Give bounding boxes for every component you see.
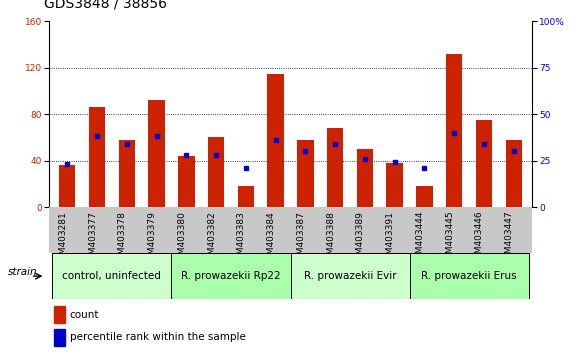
Bar bbox=[89, 107, 105, 207]
Text: GSM403378: GSM403378 bbox=[118, 211, 127, 266]
Bar bbox=[54, 306, 65, 323]
Text: GSM403444: GSM403444 bbox=[415, 211, 425, 265]
Bar bbox=[178, 156, 195, 207]
Text: GSM403383: GSM403383 bbox=[237, 211, 246, 266]
Text: GSM403388: GSM403388 bbox=[326, 211, 335, 266]
Bar bbox=[290, 253, 410, 299]
Text: GSM403447: GSM403447 bbox=[505, 211, 514, 266]
Text: count: count bbox=[70, 310, 99, 320]
Bar bbox=[267, 74, 284, 207]
Text: GSM403377: GSM403377 bbox=[88, 211, 97, 266]
Text: R. prowazekii Erus: R. prowazekii Erus bbox=[421, 271, 517, 281]
Text: GSM403391: GSM403391 bbox=[386, 211, 394, 266]
Text: GSM403389: GSM403389 bbox=[356, 211, 365, 266]
Text: GDS3848 / 38856: GDS3848 / 38856 bbox=[44, 0, 167, 11]
Bar bbox=[119, 140, 135, 207]
Text: GSM403382: GSM403382 bbox=[207, 211, 216, 266]
Bar bbox=[416, 186, 433, 207]
Text: GSM403379: GSM403379 bbox=[148, 211, 156, 266]
Bar bbox=[59, 165, 76, 207]
Bar bbox=[208, 137, 224, 207]
Bar bbox=[476, 120, 492, 207]
Text: GSM403446: GSM403446 bbox=[475, 211, 484, 266]
Text: GSM403380: GSM403380 bbox=[177, 211, 187, 266]
Text: percentile rank within the sample: percentile rank within the sample bbox=[70, 332, 246, 342]
Bar bbox=[410, 253, 529, 299]
Bar bbox=[54, 329, 65, 346]
Bar bbox=[327, 128, 343, 207]
Text: GSM403384: GSM403384 bbox=[267, 211, 275, 266]
Text: GSM403387: GSM403387 bbox=[296, 211, 306, 266]
Text: GSM403445: GSM403445 bbox=[445, 211, 454, 266]
Bar bbox=[357, 149, 373, 207]
Bar bbox=[148, 100, 165, 207]
Text: R. prowazekii Rp22: R. prowazekii Rp22 bbox=[181, 271, 281, 281]
Text: strain: strain bbox=[8, 267, 37, 278]
Text: R. prowazekii Evir: R. prowazekii Evir bbox=[304, 271, 396, 281]
Bar bbox=[238, 186, 254, 207]
Text: GSM403281: GSM403281 bbox=[58, 211, 67, 266]
Text: control, uninfected: control, uninfected bbox=[63, 271, 162, 281]
Bar bbox=[386, 163, 403, 207]
Bar bbox=[52, 253, 171, 299]
Bar bbox=[446, 54, 462, 207]
Bar bbox=[505, 140, 522, 207]
Bar bbox=[297, 140, 314, 207]
Bar bbox=[171, 253, 290, 299]
